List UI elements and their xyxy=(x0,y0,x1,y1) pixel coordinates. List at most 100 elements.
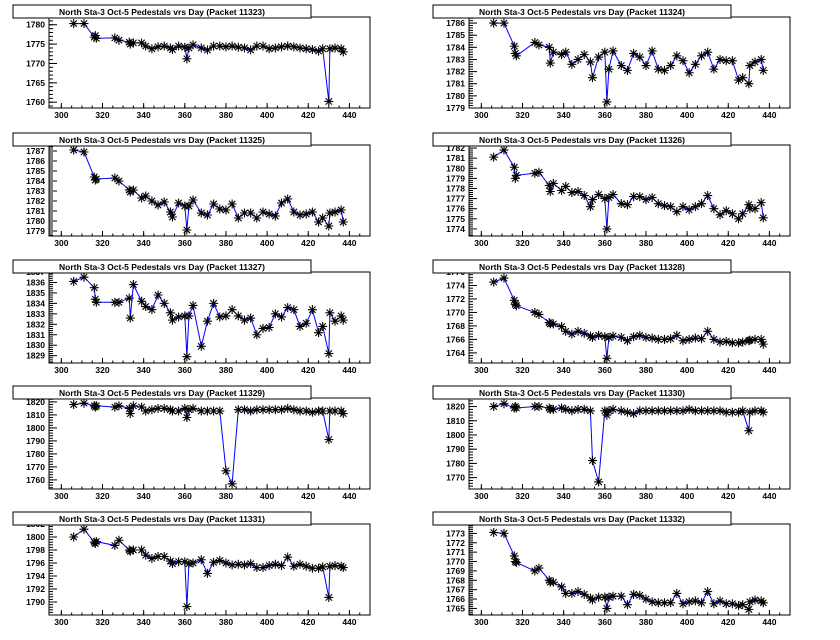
y-tick-label: 1800 xyxy=(26,423,45,433)
data-point-marker xyxy=(125,39,135,49)
data-point-marker xyxy=(264,405,274,415)
data-point-marker xyxy=(153,552,163,561)
data-point-marker xyxy=(561,47,571,57)
data-point-marker xyxy=(69,276,79,286)
data-point-marker xyxy=(561,326,571,336)
data-point-marker xyxy=(534,40,544,50)
data-point-marker xyxy=(647,406,657,416)
x-tick-label: 300 xyxy=(54,617,68,627)
data-point-marker xyxy=(295,210,305,220)
data-point-marker xyxy=(600,194,610,204)
chart-panel: 300 320 340 360 380 400 420 440 1790 1792 1794 1796… xyxy=(12,511,371,627)
data-point-marker xyxy=(128,38,138,48)
data-point-marker xyxy=(182,413,192,422)
y-tick-label: 1770 xyxy=(446,307,465,317)
data-point-marker xyxy=(159,197,169,207)
data-point-marker xyxy=(289,405,299,415)
data-point-marker xyxy=(750,204,760,214)
data-point-marker xyxy=(734,338,744,348)
data-point-marker xyxy=(608,591,618,601)
y-tick-label: 1772 xyxy=(446,538,465,548)
data-point-marker xyxy=(703,587,713,597)
data-point-marker xyxy=(307,407,317,417)
data-point-marker xyxy=(509,41,519,51)
chart-title: North Sta-3 Oct-5 Pedestals vrs Day (Pac… xyxy=(59,135,265,145)
data-point-marker xyxy=(114,535,124,545)
data-point-marker xyxy=(196,43,206,53)
data-point-marker xyxy=(629,409,639,419)
data-point-marker xyxy=(499,145,509,155)
data-point-marker xyxy=(110,402,120,412)
data-point-marker xyxy=(114,297,124,307)
data-point-marker xyxy=(509,162,519,172)
data-point-marker xyxy=(165,207,175,217)
data-point-marker xyxy=(567,406,577,416)
data-point-marker xyxy=(124,37,134,47)
data-point-marker xyxy=(159,298,169,308)
x-tick-label: 400 xyxy=(680,110,694,120)
data-point-marker xyxy=(585,202,595,212)
x-tick-label: 360 xyxy=(178,491,192,501)
data-point-marker xyxy=(233,311,243,321)
data-point-marker xyxy=(69,145,79,155)
data-point-marker xyxy=(196,406,206,416)
y-tick-label: 1772 xyxy=(446,294,465,304)
data-point-marker xyxy=(635,406,645,416)
x-tick-label: 420 xyxy=(301,110,315,120)
data-point-marker xyxy=(165,308,175,318)
data-point-marker xyxy=(653,199,663,209)
y-tick-label: 1774 xyxy=(446,224,465,234)
x-tick-label: 320 xyxy=(95,617,109,627)
data-point-marker xyxy=(141,302,151,312)
data-point-marker xyxy=(750,406,760,416)
data-point-marker xyxy=(301,406,311,416)
y-tick-label: 1764 xyxy=(446,348,465,358)
data-point-marker xyxy=(128,401,138,411)
data-point-marker xyxy=(622,336,632,346)
y-tick-label: 1786 xyxy=(446,18,465,28)
data-point-marker xyxy=(629,192,639,202)
x-tick-label: 400 xyxy=(260,365,274,375)
data-point-marker xyxy=(202,406,212,416)
y-tick-label: 1767 xyxy=(446,585,465,595)
data-point-marker xyxy=(579,328,589,338)
data-point-marker xyxy=(678,202,688,212)
data-point-marker xyxy=(709,406,719,416)
data-point-marker xyxy=(307,563,317,573)
data-point-marker xyxy=(635,590,645,600)
chart-panel: 300 320 340 360 380 400 420 440 1764 1766 1768 1770… xyxy=(432,259,791,375)
data-point-marker xyxy=(703,326,713,336)
data-point-marker xyxy=(750,334,760,344)
data-point-marker xyxy=(666,202,676,212)
data-point-marker xyxy=(678,406,688,416)
data-point-marker xyxy=(301,318,311,328)
data-point-marker xyxy=(202,316,212,326)
data-point-marker xyxy=(534,563,544,573)
data-point-marker xyxy=(125,409,135,419)
data-point-marker xyxy=(227,41,237,51)
x-tick-label: 360 xyxy=(598,110,612,120)
data-point-marker xyxy=(750,57,760,67)
data-point-marker xyxy=(188,40,198,50)
data-point-marker xyxy=(758,598,768,608)
data-point-marker xyxy=(585,57,595,67)
data-point-marker xyxy=(227,199,237,209)
data-point-marker xyxy=(756,334,766,344)
data-point-marker xyxy=(629,332,639,342)
y-tick-label: 1773 xyxy=(446,528,465,538)
data-point-marker xyxy=(180,42,190,52)
x-tick-label: 360 xyxy=(178,365,192,375)
data-point-marker xyxy=(745,407,755,417)
data-point-marker xyxy=(336,205,346,215)
data-point-marker xyxy=(277,405,287,415)
data-point-marker xyxy=(90,539,100,548)
x-tick-label: 320 xyxy=(95,110,109,120)
data-point-marker xyxy=(530,566,540,576)
data-point-marker xyxy=(727,599,737,609)
data-point-marker xyxy=(227,560,237,570)
data-point-marker xyxy=(141,41,151,51)
data-point-marker xyxy=(325,208,335,218)
x-tick-label: 340 xyxy=(557,365,571,375)
y-tick-label: 1790 xyxy=(26,436,45,446)
data-point-marker xyxy=(91,33,101,43)
